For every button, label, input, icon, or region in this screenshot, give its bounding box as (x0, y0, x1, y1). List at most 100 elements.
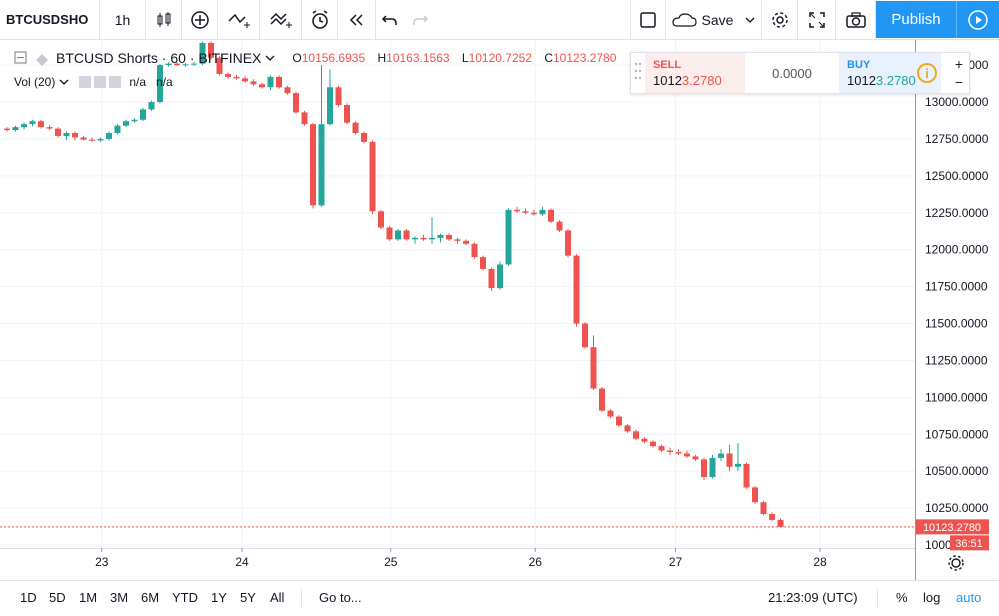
candle (488, 267, 495, 292)
candle (641, 437, 648, 444)
chevron-down-icon[interactable] (264, 53, 276, 63)
close-icon[interactable] (109, 76, 122, 88)
candle (310, 122, 316, 209)
time-axis-border (0, 548, 915, 549)
candle (80, 135, 87, 141)
zoom-controls: + − (949, 55, 969, 91)
series-title[interactable]: BTCUSD Shorts · 60 · BITFINEX (56, 50, 262, 66)
range-button-6m[interactable]: 6M (141, 590, 160, 605)
candle (106, 131, 112, 141)
sell-label: SELL (653, 59, 682, 71)
candle (293, 91, 299, 114)
price-chart[interactable]: 13250.000013000.000012750.000012500.0000… (0, 40, 999, 580)
range-button-1m[interactable]: 1M (79, 590, 98, 605)
stream-button[interactable] (956, 1, 999, 38)
settings-button[interactable] (762, 0, 798, 39)
candles-icon (157, 11, 170, 27)
redo-button[interactable] (410, 10, 434, 30)
undo-button[interactable] (380, 10, 404, 30)
symbol-search[interactable]: BTCUSDSHO (0, 0, 100, 39)
undo-icon (381, 15, 397, 25)
candle (352, 121, 359, 135)
candle (327, 69, 333, 126)
chevron-down-icon[interactable] (58, 77, 70, 87)
goto-button[interactable]: Go to... (319, 590, 362, 605)
snapshot-button[interactable] (836, 0, 876, 39)
range-button-1y[interactable]: 1Y (211, 590, 227, 605)
log-toggle[interactable]: log (923, 590, 941, 605)
divider (301, 589, 302, 607)
publish-label: Publish (891, 11, 941, 28)
candle (420, 234, 427, 241)
sell-button[interactable]: SELL 10123.2780 (645, 53, 745, 93)
candle (403, 229, 410, 241)
chart-type-button[interactable] (146, 0, 182, 39)
candle (29, 119, 36, 127)
compare-button[interactable] (182, 0, 218, 39)
utc-clock[interactable]: 21:23:09 (UTC) (768, 590, 858, 605)
candle (539, 206, 546, 216)
candle (157, 63, 163, 104)
templates-button[interactable] (260, 0, 302, 39)
candle (97, 137, 104, 142)
minus-button[interactable]: − (954, 74, 964, 90)
redo-icon (413, 15, 429, 25)
candle (216, 56, 223, 76)
save-button[interactable]: Save (666, 0, 762, 39)
volume-label[interactable]: Vol (20) (14, 75, 56, 89)
candle (590, 335, 597, 390)
candle (242, 76, 248, 83)
gear-teeth (948, 555, 964, 571)
range-button-ytd[interactable]: YTD (172, 590, 198, 605)
indicators-button[interactable] (218, 0, 260, 39)
range-button-3m[interactable]: 3M (110, 590, 129, 605)
range-button-5d[interactable]: 5D (49, 590, 66, 605)
symbol-label: BTCUSDSHO (6, 12, 89, 27)
settings-icon[interactable] (94, 76, 107, 88)
candle (607, 409, 614, 419)
interval-button[interactable]: 1h (100, 0, 146, 39)
candle (335, 85, 342, 107)
chart-settings-button[interactable] (948, 555, 964, 571)
range-button-5y[interactable]: 5Y (240, 590, 256, 605)
price-tick-label: 13000.0000 (925, 95, 989, 109)
candle (344, 103, 350, 125)
time-tick-label: 28 (813, 555, 827, 569)
gear-icon (951, 558, 961, 568)
fullscreen-select-button[interactable] (630, 0, 666, 39)
candle (250, 79, 257, 86)
info-icon[interactable]: i (917, 63, 937, 83)
publish-button[interactable]: Publish (876, 1, 956, 38)
price-tick-label: 10250.0000 (925, 501, 989, 515)
price-tick-label: 12750.0000 (925, 132, 989, 146)
ohlc-values: O10156.6935 H10163.1563 L10120.7252 C101… (292, 51, 625, 65)
candle (692, 454, 699, 461)
price-tick-label: 11000.0000 (925, 390, 988, 404)
alert-button[interactable] (302, 0, 338, 39)
plus-button[interactable]: + (954, 56, 964, 72)
eye-icon[interactable] (79, 76, 92, 88)
fullscreen-button[interactable] (798, 0, 836, 39)
auto-toggle[interactable]: auto (956, 590, 982, 605)
drag-handle-icon[interactable] (633, 59, 643, 89)
range-button-1d[interactable]: 1D (20, 590, 37, 605)
candle (463, 239, 469, 246)
candle (4, 127, 10, 132)
replay-button[interactable] (338, 0, 376, 39)
bar-countdown-label: 36:51 (955, 538, 983, 550)
candle (395, 229, 401, 241)
range-button-all[interactable]: All (270, 590, 285, 605)
candle (565, 229, 571, 258)
time-tick-label: 24 (235, 555, 249, 569)
percent-toggle[interactable]: % (896, 590, 908, 605)
price-tick-label: 10500.0000 (925, 464, 989, 478)
collapse-icon[interactable] (14, 51, 28, 65)
time-axis[interactable]: 23 24 25 26 27 28 (95, 548, 827, 569)
save-label: Save (701, 11, 734, 28)
high-label: H (377, 51, 387, 65)
candle (718, 449, 724, 461)
close-value: 10123.2780 (553, 51, 617, 65)
buy-label: BUY (847, 59, 871, 71)
candle (140, 107, 146, 122)
price-axis[interactable]: 13250.000013000.000012750.000012500.0000… (925, 40, 989, 552)
